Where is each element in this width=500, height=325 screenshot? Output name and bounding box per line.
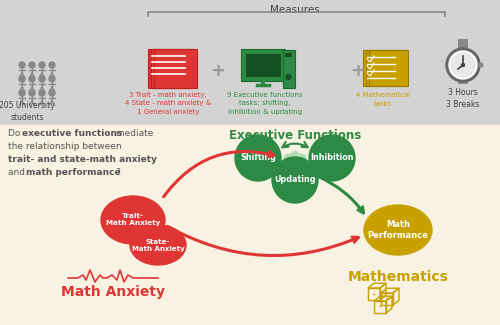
- Circle shape: [281, 162, 287, 168]
- Text: +: +: [210, 62, 226, 80]
- FancyBboxPatch shape: [368, 49, 408, 85]
- FancyBboxPatch shape: [458, 39, 468, 50]
- Circle shape: [449, 51, 477, 79]
- Circle shape: [300, 154, 306, 160]
- Circle shape: [309, 135, 355, 181]
- Text: the relationship between: the relationship between: [8, 142, 121, 151]
- Text: and: and: [8, 168, 28, 177]
- FancyBboxPatch shape: [154, 48, 196, 87]
- Circle shape: [284, 170, 290, 176]
- Bar: [0, 0, 500, 125]
- Circle shape: [284, 154, 290, 160]
- Circle shape: [49, 62, 55, 68]
- Circle shape: [292, 151, 298, 157]
- Circle shape: [462, 63, 464, 67]
- Text: 3 Trait - math anxiety,
4 State - math anxiety &
1 General anxiety: 3 Trait - math anxiety, 4 State - math a…: [125, 92, 211, 115]
- FancyBboxPatch shape: [241, 49, 285, 81]
- Text: +: +: [384, 296, 390, 302]
- Circle shape: [286, 74, 291, 80]
- Text: Updating: Updating: [274, 176, 316, 185]
- FancyBboxPatch shape: [148, 48, 190, 87]
- FancyBboxPatch shape: [366, 49, 405, 85]
- FancyBboxPatch shape: [362, 49, 402, 85]
- Text: 9 Executive functions
tasks: shifting,
inhibition & updating: 9 Executive functions tasks: shifting, i…: [227, 92, 303, 115]
- Text: 3 Hours
3 Breaks: 3 Hours 3 Breaks: [446, 88, 480, 109]
- Circle shape: [49, 76, 55, 82]
- Circle shape: [19, 62, 25, 68]
- Circle shape: [292, 173, 298, 179]
- Text: +: +: [350, 62, 366, 80]
- Text: 205 University
students: 205 University students: [0, 101, 55, 122]
- Circle shape: [235, 135, 281, 181]
- Text: math performance: math performance: [26, 168, 120, 177]
- Circle shape: [19, 76, 25, 82]
- FancyBboxPatch shape: [282, 49, 294, 87]
- Text: trait- and state-math anxiety: trait- and state-math anxiety: [8, 155, 157, 164]
- Circle shape: [446, 48, 480, 82]
- Circle shape: [29, 62, 35, 68]
- Circle shape: [39, 76, 45, 82]
- Circle shape: [29, 76, 35, 82]
- Circle shape: [303, 162, 309, 168]
- Text: executive functions: executive functions: [22, 129, 122, 138]
- Text: Inhibition: Inhibition: [310, 153, 354, 162]
- Circle shape: [39, 62, 45, 68]
- Ellipse shape: [130, 225, 186, 265]
- Text: Math Anxiety: Math Anxiety: [61, 285, 165, 299]
- Text: State-
Math Anxiety: State- Math Anxiety: [132, 239, 184, 252]
- Circle shape: [272, 157, 318, 203]
- Circle shape: [283, 153, 307, 177]
- Text: Trait-
Math Anxiety: Trait- Math Anxiety: [106, 214, 160, 227]
- Text: ?: ?: [115, 168, 120, 177]
- Circle shape: [451, 53, 475, 77]
- Circle shape: [29, 90, 35, 96]
- Circle shape: [19, 90, 25, 96]
- FancyBboxPatch shape: [478, 63, 484, 67]
- FancyBboxPatch shape: [285, 53, 292, 57]
- Circle shape: [39, 90, 45, 96]
- Circle shape: [300, 170, 306, 176]
- Text: Measures: Measures: [270, 5, 320, 15]
- Text: Do: Do: [8, 129, 23, 138]
- Text: +: +: [378, 305, 382, 309]
- Text: +: +: [372, 292, 376, 296]
- FancyBboxPatch shape: [458, 73, 468, 84]
- Text: Executive Functions: Executive Functions: [229, 129, 361, 142]
- Text: Math
Performance: Math Performance: [368, 220, 428, 240]
- FancyBboxPatch shape: [150, 48, 194, 87]
- Circle shape: [49, 90, 55, 96]
- Text: Shifting: Shifting: [240, 153, 276, 162]
- FancyBboxPatch shape: [246, 54, 280, 76]
- Text: mediate: mediate: [113, 129, 154, 138]
- Ellipse shape: [364, 205, 432, 255]
- Text: Mathematics: Mathematics: [348, 270, 448, 284]
- Ellipse shape: [101, 196, 165, 244]
- Text: 4 Mathematical
tasks: 4 Mathematical tasks: [356, 92, 410, 107]
